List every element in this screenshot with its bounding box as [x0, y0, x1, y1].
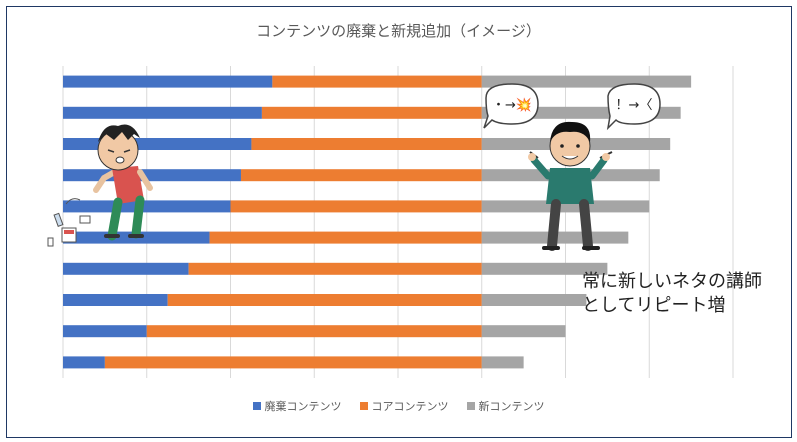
legend-swatch — [466, 402, 475, 410]
legend-label: コアコンテンツ — [371, 400, 449, 413]
bar-core-8 — [167, 294, 482, 306]
throwing-man-illustration — [47, 124, 153, 247]
bar-new-9 — [481, 325, 566, 338]
legend-swatch — [252, 402, 261, 410]
chart-legend: 廃棄コンテンツ コアコンテンツ 新コンテンツ — [0, 398, 797, 414]
bar-core-2 — [261, 106, 482, 119]
bar-core-7 — [188, 262, 482, 275]
bar-new-10 — [481, 356, 524, 369]
chart-title: コンテンツの廃棄と新規追加（イメージ） — [256, 22, 541, 40]
bar-core-10 — [104, 356, 482, 369]
bar-discard-5 — [63, 200, 231, 213]
annotation-text: 常に新しいネタの講師 としてリピート増 — [582, 270, 762, 318]
bar-core-5 — [230, 200, 482, 213]
bar-new-5 — [481, 200, 650, 213]
bar-discard-9 — [63, 325, 147, 338]
bar-discard-4 — [63, 169, 241, 182]
left-bubble-text: ・→💥 — [492, 97, 532, 113]
bar-discard-3 — [63, 138, 252, 150]
annotation-line-2: としてリピート増 — [582, 295, 726, 316]
legend-item-new: 新コンテンツ — [466, 398, 545, 414]
bar-discard-2 — [63, 106, 262, 119]
bar-new-8 — [481, 294, 587, 306]
bar-discard-7 — [63, 262, 189, 275]
bar-core-3 — [251, 138, 482, 150]
smiling-man-illustration — [483, 83, 661, 251]
right-bubble-text: ！→〈 — [616, 98, 653, 113]
bar-core-6 — [209, 231, 482, 244]
bar-core-4 — [240, 169, 482, 182]
bar-discard-8 — [63, 294, 168, 306]
bar-discard-10 — [63, 356, 105, 369]
bars — [63, 75, 692, 369]
bar-core-1 — [272, 75, 482, 88]
bar-core-9 — [146, 325, 482, 338]
annotation-line-1: 常に新しいネタの講師 — [582, 271, 762, 292]
bar-new-7 — [481, 262, 608, 275]
legend-item-core: コアコンテンツ — [359, 398, 449, 414]
bar-discard-1 — [63, 75, 273, 88]
legend-swatch — [359, 402, 368, 410]
legend-label: 新コンテンツ — [478, 400, 545, 413]
legend-item-discard: 廃棄コンテンツ — [252, 398, 342, 414]
legend-label: 廃棄コンテンツ — [264, 400, 342, 413]
